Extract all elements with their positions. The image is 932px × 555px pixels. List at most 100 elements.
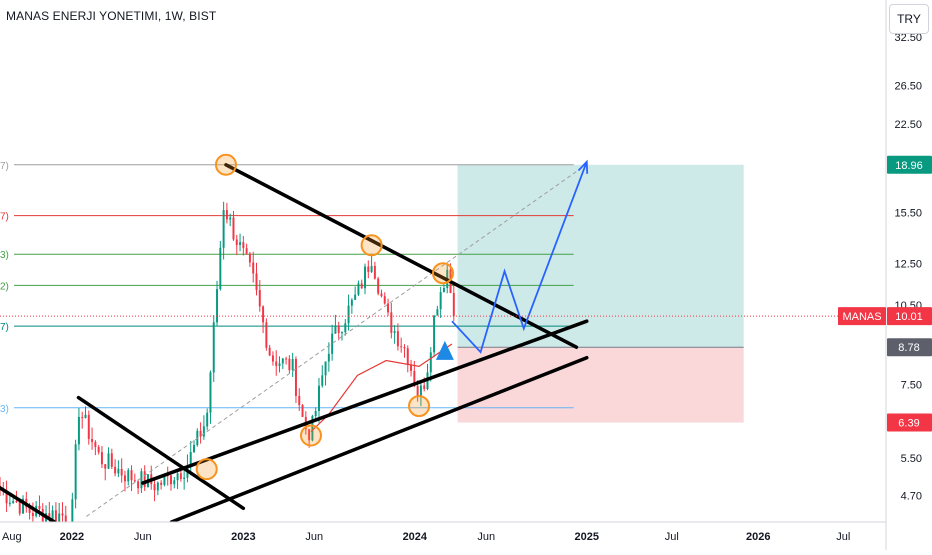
candle-body [410,364,413,371]
currency-button[interactable]: TRY [889,4,929,34]
candle-body [344,323,347,333]
x-tick-label: 2026 [746,531,770,543]
candle-body [248,253,251,263]
x-tick-label: Jun [134,531,152,543]
candle-body [406,348,409,365]
candle-body [100,452,103,465]
candle-body [275,361,278,366]
candle-body [429,352,432,373]
candle-body [189,452,192,466]
stop-zone [457,347,744,423]
candle-body [137,481,140,489]
candle-body [5,491,8,504]
candle-body [324,361,327,376]
candle-body [383,296,386,304]
candle-body [341,332,343,334]
candle-body [337,325,340,333]
candle-body [15,501,18,503]
candle-body [170,475,172,485]
candle-body [278,363,281,366]
candle-body [31,512,34,517]
candle-body [242,242,245,249]
candle-body [104,464,107,469]
candle-body [360,283,363,289]
level-label: 7) [0,161,9,172]
candle-body [51,510,54,520]
candle-body [120,468,123,476]
candle-body [202,426,205,437]
candle-body [255,273,258,291]
projection-path [451,161,588,354]
candle-body [347,305,350,324]
candle-body [8,502,11,504]
candle-body [370,265,373,272]
level-label: 2) [0,281,9,292]
candle-body [311,416,314,441]
candle-body [301,405,304,417]
level-label: 3) [0,404,9,415]
candle-body [390,312,393,333]
candle-body [258,290,261,307]
y-tick-label: 12.50 [894,259,922,271]
pivot-marker [195,458,218,481]
candle-body [110,453,113,467]
candle-body [357,283,360,295]
x-tick-label: Jun [477,531,495,543]
candle-body [54,510,57,522]
candle-body [291,358,294,371]
candle-body [403,347,406,349]
level-label: 3) [0,250,9,261]
candle-body [209,372,212,413]
candle-body [87,414,90,440]
candle-body [232,217,235,240]
candle-body [317,385,320,412]
candle-body [265,322,268,348]
candle-body [114,466,117,474]
symbol-badge-label: MANAS [842,311,881,323]
candle-body [84,414,87,418]
candle-body [225,210,228,220]
candle-body [239,242,242,245]
candle-body [64,515,67,522]
candle-body [419,385,422,397]
x-tick-label: Aug [2,531,22,543]
candle-body [183,477,186,479]
price-badge-value: 18.96 [895,160,923,172]
candle-body [94,441,97,447]
candle-body [373,265,376,279]
candle-body [22,498,25,514]
candle-body [308,429,311,441]
trendline [141,319,589,485]
candle-body [48,513,51,520]
candle-body [130,470,133,481]
price-badge [887,338,932,357]
candle-body [179,473,182,479]
candle-body [350,299,353,306]
candle-body [416,385,419,397]
x-tick-label: 2024 [403,531,428,543]
candle-body [160,482,163,485]
candle-body [288,358,291,371]
candle-body [334,325,337,334]
candle-body [433,315,436,353]
candle-body [377,278,380,294]
candle-body [77,417,80,445]
candle-body [193,445,196,453]
candle-body [364,266,367,289]
candle-body [396,331,399,347]
pivot-marker [360,234,383,257]
up-arrow [435,340,454,360]
level-label: 7) [0,212,9,223]
candle-body [252,262,255,274]
candle-body [294,358,297,396]
pivot-marker [432,262,454,285]
x-tick-label: 2022 [60,531,84,543]
candle-body [107,453,110,469]
candle-body [423,385,426,389]
y-tick-label: 5.50 [901,453,922,465]
candle-body [354,294,357,300]
candle-body [380,293,383,297]
symbol-badge [838,307,886,326]
